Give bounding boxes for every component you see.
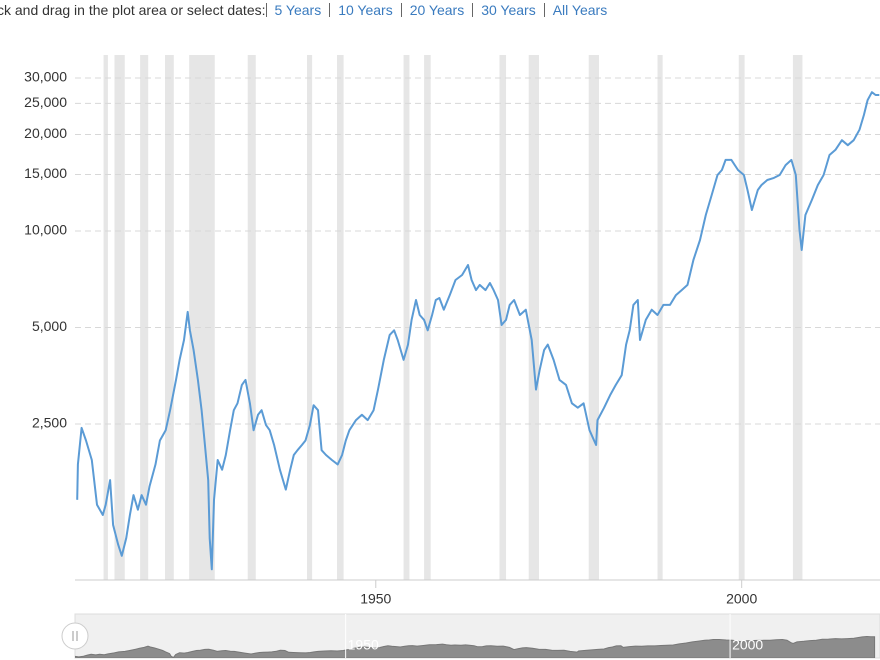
y-tick-label: 2,500 [32,415,67,431]
range-button[interactable]: 20 Years [400,3,473,17]
recession-band [528,55,539,580]
range-button[interactable]: 5 Years [265,3,330,17]
recession-band [103,55,108,580]
range-button[interactable]: All Years [543,3,615,17]
y-tick-label: 30,000 [24,69,67,85]
recession-band [792,55,803,580]
y-tick-label: 20,000 [24,125,67,141]
recession-band [499,55,507,580]
recession-band [247,55,256,580]
x-tick-label: 1950 [360,591,391,607]
x-tick-label: 2000 [726,591,757,607]
range-button[interactable]: 10 Years [329,3,401,17]
navigator-handle[interactable] [61,622,89,650]
recession-band [588,55,599,580]
recession-band [140,55,149,580]
recession-band [403,55,410,580]
toolbar: ck and drag in the plot area or select d… [0,0,615,20]
y-tick-label: 10,000 [24,222,67,238]
recession-band [738,55,745,580]
range-prompt: ck and drag in the plot area or select d… [0,2,266,18]
y-tick-label: 15,000 [24,165,67,181]
range-button[interactable]: 30 Years [472,3,544,17]
recession-band [306,55,313,580]
navigator-area [75,635,876,658]
recession-band [165,55,174,580]
recession-band [657,55,663,580]
navigator-tick-label: 2000 [732,637,763,653]
y-tick-label: 5,000 [32,318,67,334]
y-tick-label: 25,000 [24,94,67,110]
recession-band [424,55,431,580]
navigator-tick-label: 1950 [348,637,379,653]
recession-band [189,55,215,580]
recession-band [336,55,344,580]
recession-band [114,55,125,580]
price-line [76,91,880,571]
